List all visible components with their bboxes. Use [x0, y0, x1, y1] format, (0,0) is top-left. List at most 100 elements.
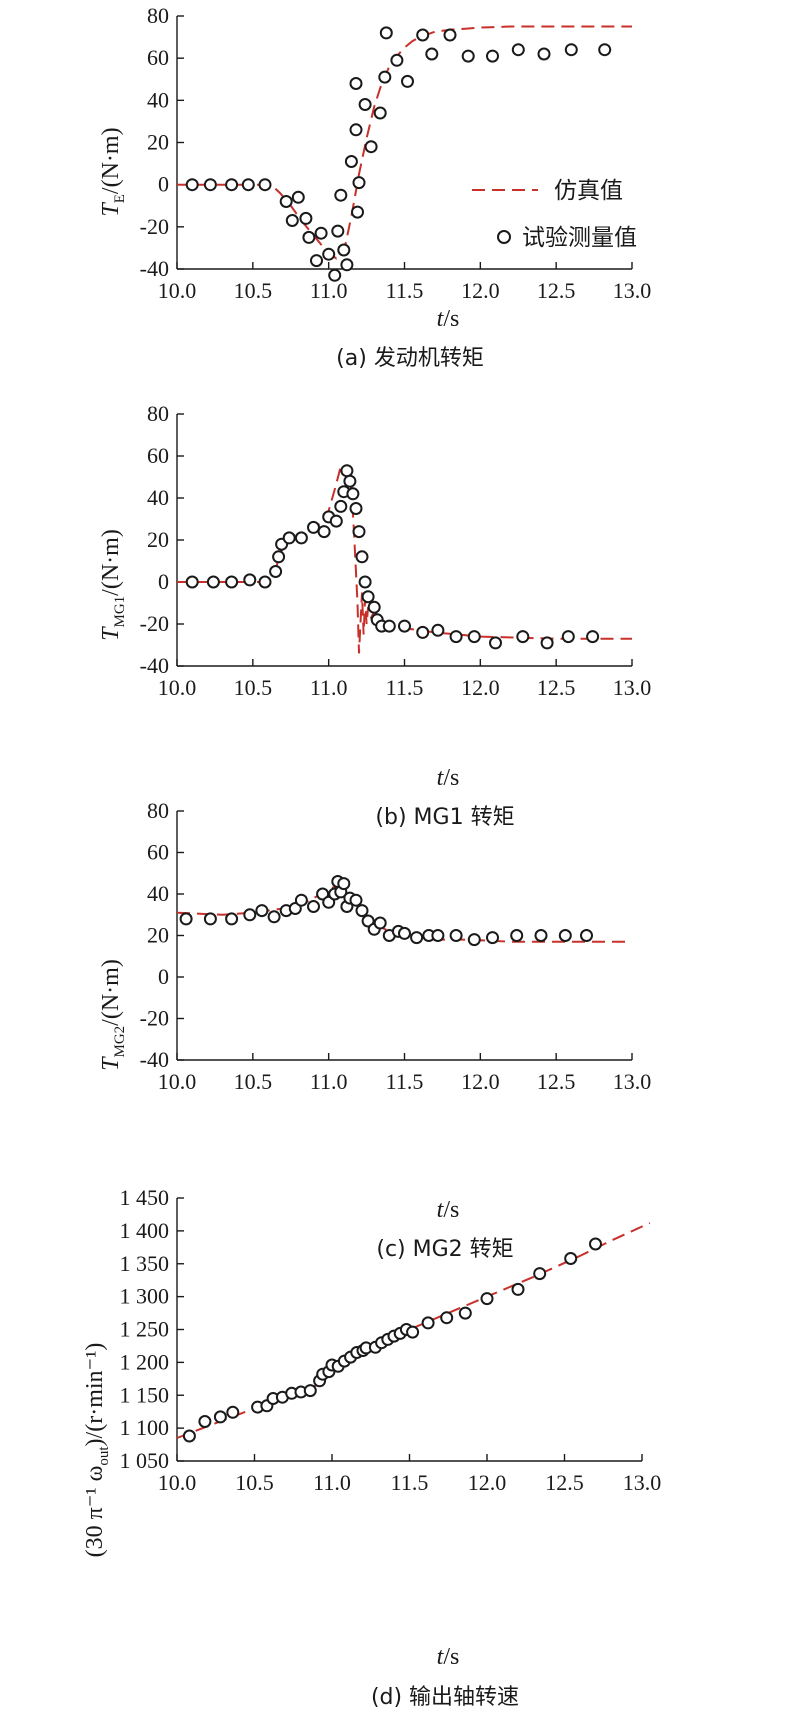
- panel-c-ylabel: TMG2/(N·m): [98, 959, 128, 1071]
- panel-c-test-point: [467, 933, 481, 947]
- panel-d-x-tick-label: 11.0: [313, 1470, 351, 1495]
- panel-b-y-tick-label: -40: [140, 653, 169, 678]
- panel-a-y-tick-label: 60: [147, 45, 169, 70]
- panel-a-test-point: [564, 43, 578, 57]
- panel-a-test-point: [334, 188, 348, 202]
- panel-d-xlabel-unit: /s: [443, 1644, 459, 1670]
- panel-c-test-point: [486, 931, 499, 945]
- panel-b-x-tick-label: 10.0: [158, 675, 197, 700]
- panel-b-test-point: [361, 590, 375, 604]
- panel-b-ylabel-sub: MG1: [112, 596, 128, 628]
- panel-a-test-point: [352, 176, 366, 190]
- panel-c-test-point: [267, 910, 281, 924]
- panel-a-x-tick-label: 12.0: [461, 278, 500, 303]
- panel-b: -40 -20 0 20 40 60 80 10.0 10.5 11.0 11.5 12.0 12.5 1…: [98, 401, 651, 830]
- panel-a-test-point: [401, 74, 414, 88]
- panel-d-test-point: [213, 1410, 227, 1424]
- panel-a-test-point: [486, 49, 499, 63]
- panel-c-y-tick-label: 0: [158, 964, 169, 989]
- panel-a-test-point: [379, 26, 393, 40]
- panel-b-test-point: [185, 575, 199, 589]
- panel-d-plot: 1 050 1 100 1 150 1 200 1 250 1 300 1 350 1 400…: [120, 1185, 662, 1495]
- panel-a-test-point: [241, 178, 255, 192]
- panel-d-x-tick-label: 13.0: [623, 1470, 662, 1495]
- panel-c-test-point: [373, 916, 387, 930]
- panel-d-test-point: [440, 1311, 454, 1325]
- panel-b-test-point: [358, 575, 372, 589]
- panel-d-y-tick-label: 1 350: [120, 1251, 170, 1276]
- panel-d-test-point: [303, 1384, 317, 1398]
- panel-a-test-point: [337, 243, 351, 257]
- panel-d-y-tick-label: 1 100: [120, 1415, 170, 1440]
- panel-b-test-point: [317, 525, 331, 539]
- panel-d-y-tick-label: 1 300: [120, 1284, 170, 1309]
- panel-c-test-point: [398, 926, 411, 940]
- panel-a-test-point: [328, 268, 342, 282]
- panel-c-x-tick-label: 12.0: [461, 1069, 500, 1094]
- panel-d-y-tick-label: 1 150: [120, 1382, 170, 1407]
- panel-d-test-point: [458, 1306, 472, 1320]
- panel-b-test-point: [355, 550, 369, 564]
- panel-c-test-point: [203, 912, 217, 926]
- panel-a-test-point: [416, 28, 430, 42]
- panel-a-y-tick-label: 80: [147, 3, 169, 28]
- panel-c-ylabel-var: T: [98, 1056, 124, 1071]
- panel-a-test-point: [349, 123, 363, 137]
- panel-a-test-point: [285, 214, 299, 227]
- panel-a-test-point: [443, 28, 457, 42]
- panel-b-test-point: [382, 619, 396, 633]
- panel-c-y-tick-label: 60: [147, 840, 169, 865]
- panel-c-y-tick-label: -40: [140, 1047, 169, 1072]
- panel-b-test-point: [294, 531, 308, 545]
- panel-a-y-tick-label: -20: [140, 214, 169, 239]
- panel-a-ylabel-sub: E: [112, 194, 128, 203]
- panel-c-test-point: [255, 904, 269, 918]
- panel-b-test-point: [489, 636, 502, 650]
- panel-a-test-point: [291, 190, 305, 204]
- panel-a: -40 -20 0 20 40 60 80 10.0 10.5 11.0 11.5 12.0 12.5 1…: [98, 3, 651, 371]
- panel-d-y-tick-label: 1 450: [120, 1185, 170, 1210]
- panel-a-test-point: [340, 258, 354, 272]
- panel-b-test-point: [269, 565, 283, 578]
- panel-b-test-point: [307, 520, 320, 534]
- panel-c-y-tick-label: -20: [140, 1006, 169, 1031]
- panel-c-ylabel-sub: MG2: [112, 1026, 128, 1058]
- panel-a-ylabel-unit: /(N·m): [98, 127, 124, 194]
- panel-c-x-tick-label: 10.0: [158, 1069, 197, 1094]
- panel-a-xlabel-var: t: [437, 306, 445, 332]
- panel-a-y-tick-label: 20: [147, 130, 169, 155]
- panel-b-test-point: [334, 499, 348, 513]
- panel-d-test-point: [480, 1292, 494, 1306]
- panel-b-test-point: [516, 630, 530, 644]
- panel-d-test-point: [182, 1429, 196, 1443]
- panel-d-y-tick-label: 1 400: [120, 1218, 170, 1243]
- panel-b-ylabel: TMG1/(N·m): [98, 529, 128, 641]
- panel-d-test-point: [406, 1325, 420, 1339]
- panel-b-x-tick-label: 11.0: [310, 675, 348, 700]
- panel-c-y-tick-label: 80: [147, 798, 169, 823]
- panel-a-test-point: [302, 230, 316, 244]
- panel-a-test-point: [299, 211, 313, 225]
- panel-d: 1 050 1 100 1 150 1 200 1 250 1 300 1 350 1 400…: [82, 1185, 661, 1710]
- panel-a-test-point: [598, 43, 612, 57]
- panel-d-x-tick-label: 11.5: [391, 1470, 429, 1495]
- panel-b-test-point: [206, 575, 220, 589]
- panel-b-test-point: [561, 630, 575, 644]
- panel-b-test-point: [352, 525, 366, 539]
- panel-c-test-point: [349, 893, 363, 907]
- panel-a-test-point: [511, 43, 525, 57]
- panel-a-test-point: [203, 178, 217, 192]
- panel-a-y-tick-label: -40: [140, 256, 169, 281]
- panel-b-test-point: [398, 619, 411, 633]
- panel-b-x-tick-label: 12.5: [537, 675, 576, 700]
- panel-d-test-point: [533, 1267, 547, 1281]
- panel-c-test-point: [243, 908, 257, 922]
- panel-b-test-point: [449, 630, 463, 644]
- panel-b-x-tick-label: 10.5: [234, 675, 273, 700]
- panel-b-caption: (b) MG1 转矩: [375, 805, 514, 830]
- panel-a-ylabel: TE/(N·m): [98, 127, 128, 216]
- panel-a-y-tick-label: 40: [147, 87, 169, 112]
- panel-b-y-tick-label: -20: [140, 611, 169, 636]
- panel-d-ylabel: (30 π⁻¹ ωout)/(r·min⁻¹): [82, 1343, 112, 1558]
- panel-b-ylabel-var: T: [98, 626, 124, 641]
